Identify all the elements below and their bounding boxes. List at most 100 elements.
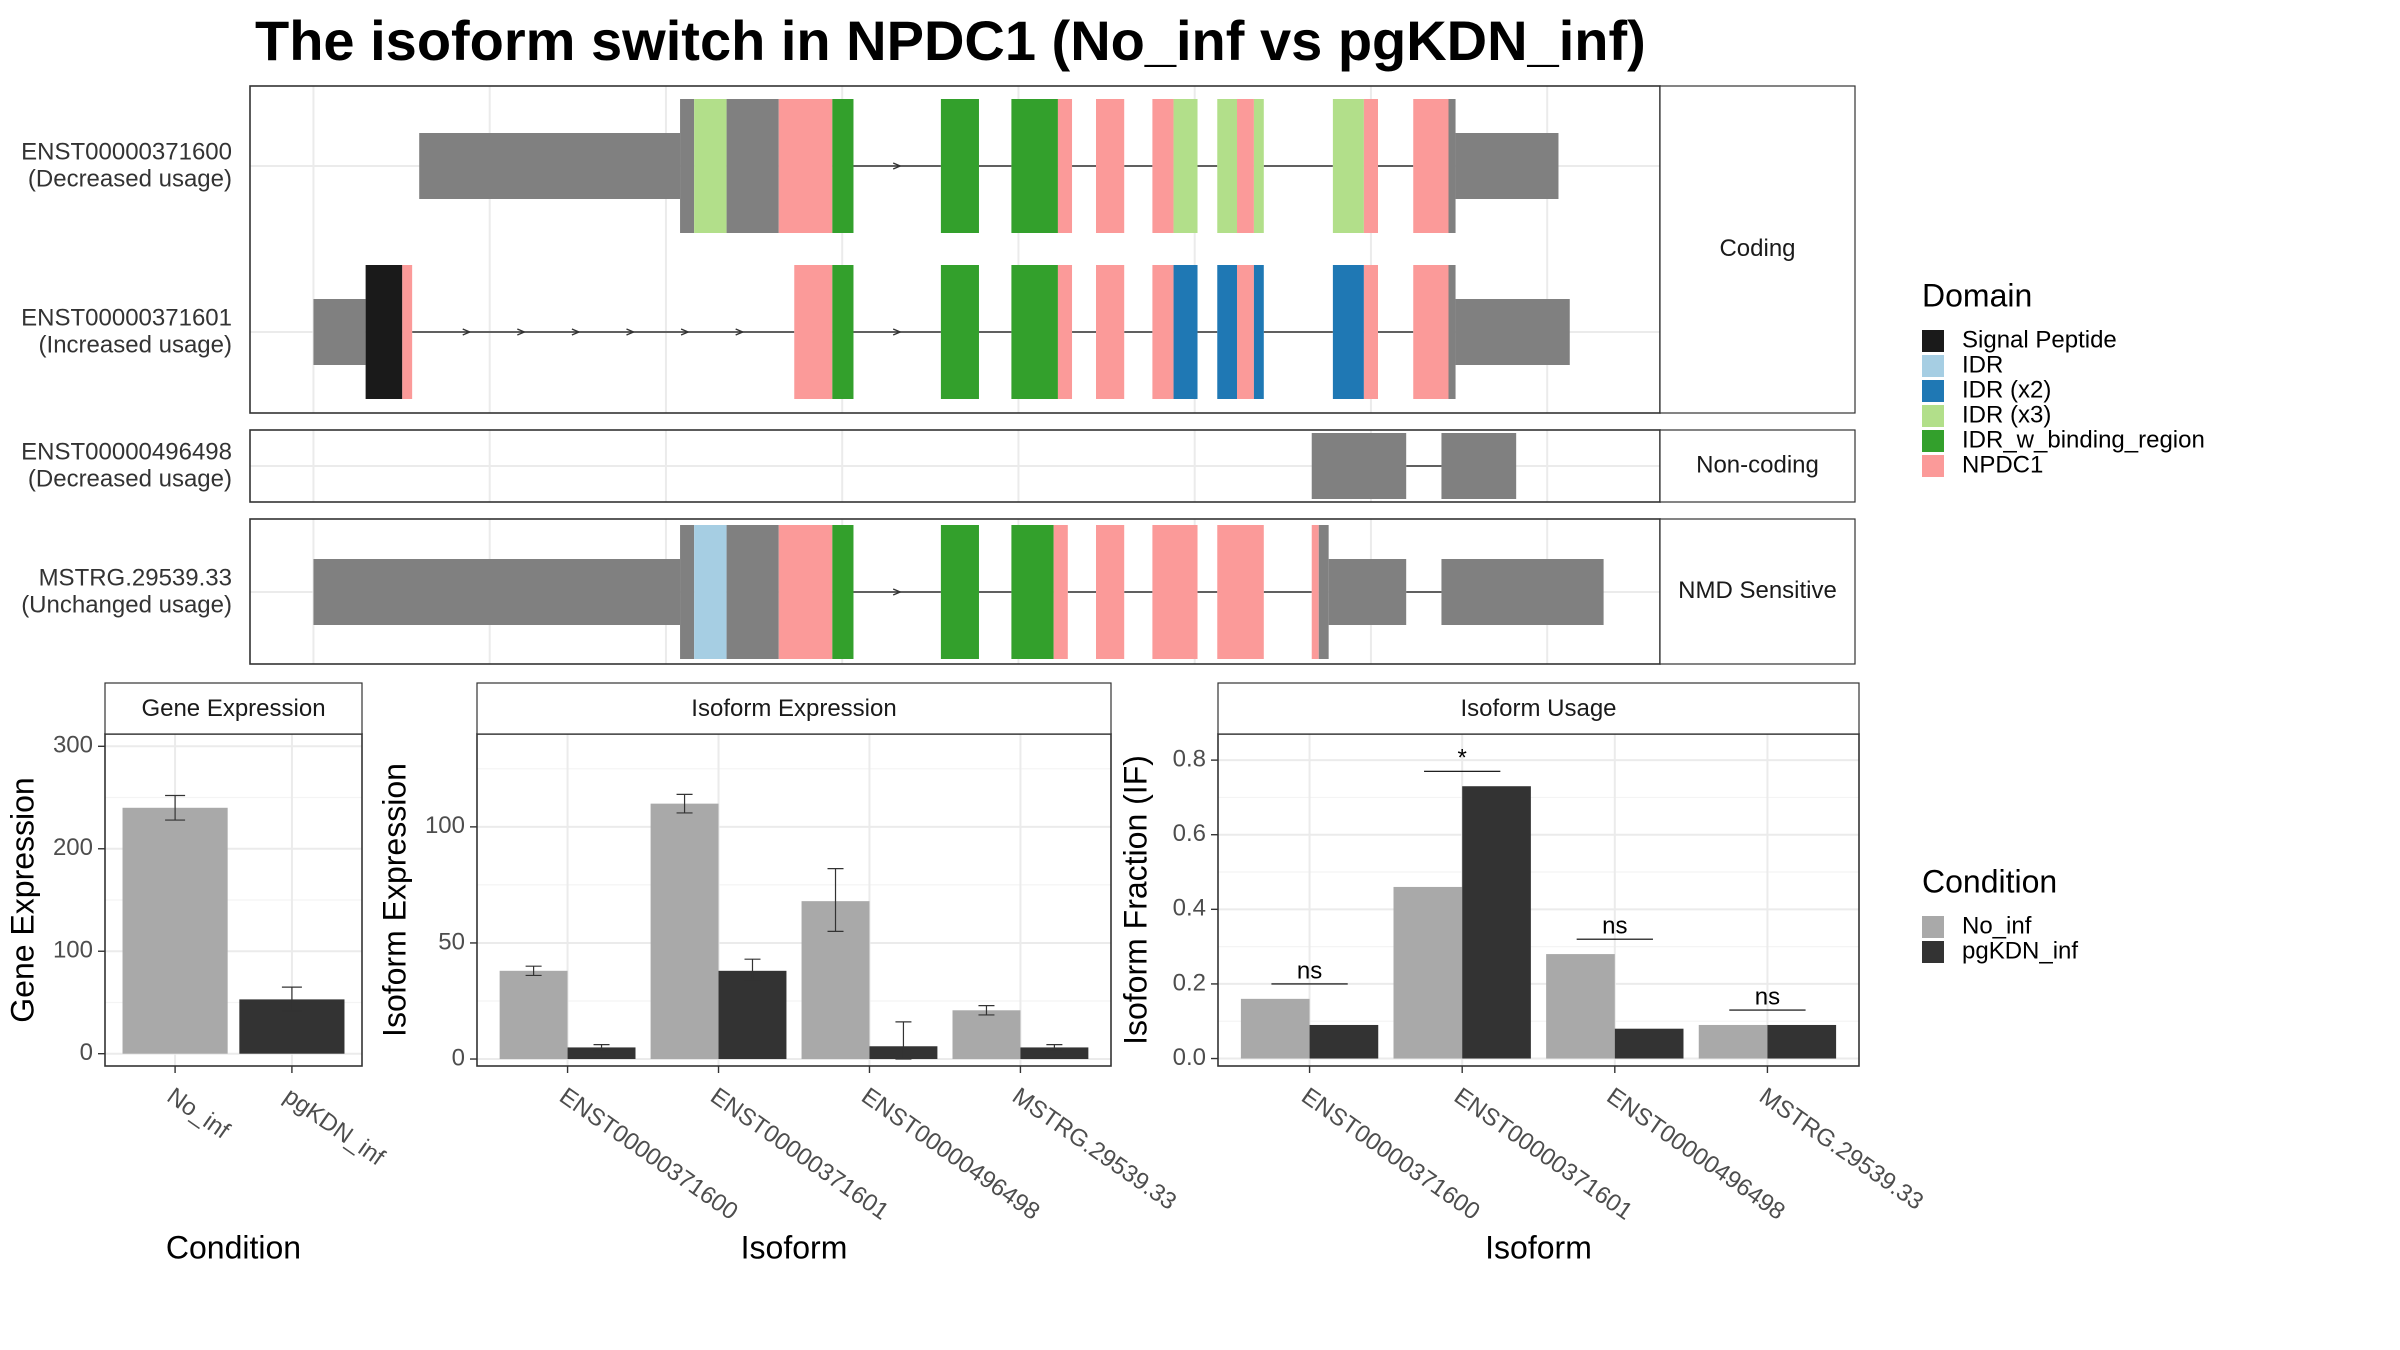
exon-utr bbox=[1455, 299, 1570, 365]
exon-idr_x2 bbox=[1217, 265, 1237, 399]
y-tick-label: 0 bbox=[80, 1039, 93, 1066]
exon-idr_w_binding_region bbox=[940, 525, 979, 659]
condition-legend-swatch bbox=[1922, 941, 1944, 963]
y-tick-label: 300 bbox=[53, 732, 93, 759]
exon-idr_w_binding_region bbox=[1011, 265, 1058, 399]
y-tick-label: 0.0 bbox=[1173, 1044, 1206, 1071]
condition-legend-title: Condition bbox=[1922, 863, 2057, 899]
bar-pgKDN_inf bbox=[1462, 786, 1531, 1059]
exon-idr_x3 bbox=[694, 99, 727, 233]
bar-No_inf bbox=[1698, 1024, 1768, 1059]
exon-utr bbox=[313, 559, 681, 625]
intron-arrow bbox=[892, 328, 902, 336]
structure-strip bbox=[1659, 518, 1856, 665]
exon-utr bbox=[1311, 433, 1407, 499]
exon-npdc1 bbox=[1237, 99, 1254, 233]
intron-arrow bbox=[462, 328, 472, 336]
domain-legend-label: IDR_w_binding_region bbox=[1962, 426, 2205, 453]
bar-pgKDN_inf bbox=[1614, 1028, 1684, 1059]
intron-arrow bbox=[571, 328, 581, 336]
domain-legend-swatch bbox=[1922, 430, 1944, 452]
bar-pgKDN_inf bbox=[1020, 1047, 1089, 1060]
domain-legend-title: Domain bbox=[1922, 277, 2032, 313]
x-axis-title: Isoform bbox=[1485, 1229, 1592, 1265]
exon-npdc1 bbox=[1152, 525, 1198, 659]
intron-arrow bbox=[626, 328, 636, 336]
exon-cds bbox=[680, 99, 695, 233]
exon-cds bbox=[1448, 265, 1456, 399]
chart-strip-title: Isoform Expression bbox=[691, 695, 896, 722]
y-tick-label: 0.2 bbox=[1173, 969, 1206, 996]
exon-idr_w_binding_region bbox=[1011, 525, 1054, 659]
exon-npdc1 bbox=[1152, 265, 1174, 399]
domain-legend-swatch bbox=[1922, 355, 1944, 377]
intron-arrow bbox=[892, 162, 902, 170]
bar-No_inf bbox=[122, 807, 228, 1054]
isoform-id-label: ENST00000496498 bbox=[21, 438, 232, 465]
significance-label: ns bbox=[1297, 957, 1322, 984]
significance-label: ns bbox=[1602, 913, 1627, 940]
chart-strip-title: Isoform Usage bbox=[1460, 695, 1616, 722]
isoform-usage-label: (Decreased usage) bbox=[28, 465, 232, 492]
significance-label: ns bbox=[1755, 983, 1780, 1010]
exon-cds bbox=[680, 525, 695, 659]
exon-npdc1 bbox=[1217, 525, 1264, 659]
isoform-id-label: ENST00000371600 bbox=[21, 138, 232, 165]
exon-utr bbox=[1455, 133, 1559, 199]
condition-legend-swatch bbox=[1922, 916, 1944, 938]
exon-signal_peptide bbox=[365, 265, 403, 399]
exon-idr_x3 bbox=[1217, 99, 1237, 233]
structure-strip-label: Non-coding bbox=[1696, 451, 1819, 478]
bar-No_inf bbox=[1393, 886, 1463, 1059]
exon-npdc1 bbox=[1057, 265, 1073, 399]
bar-pgKDN_inf bbox=[1309, 1024, 1379, 1059]
domain-legend-swatch bbox=[1922, 405, 1944, 427]
exon-cds bbox=[1448, 99, 1456, 233]
intron-arrow bbox=[735, 328, 745, 336]
domain-legend-label: IDR bbox=[1962, 351, 2003, 378]
exon-idr_x3 bbox=[1173, 99, 1198, 233]
chart-strip bbox=[1217, 682, 1860, 735]
isoform-usage-label: (Unchanged usage) bbox=[21, 591, 232, 618]
domain-legend-label: IDR (x3) bbox=[1962, 401, 2051, 428]
chart-strip-title: Gene Expression bbox=[141, 695, 325, 722]
exon-npdc1 bbox=[1311, 525, 1319, 659]
exon-cds bbox=[726, 525, 779, 659]
intron-arrow bbox=[517, 328, 527, 336]
x-axis-title: Condition bbox=[166, 1229, 301, 1265]
structure-strip bbox=[1659, 85, 1856, 414]
exon-utr bbox=[419, 133, 681, 199]
y-tick-label: 50 bbox=[438, 928, 465, 955]
x-axis-title: Isoform bbox=[741, 1229, 848, 1265]
exon-npdc1 bbox=[402, 265, 413, 399]
chart-strip bbox=[104, 682, 363, 735]
domain-legend-swatch bbox=[1922, 380, 1944, 402]
exon-cds bbox=[726, 99, 779, 233]
y-tick-label: 0 bbox=[452, 1044, 465, 1071]
y-tick-label: 0.6 bbox=[1173, 820, 1206, 847]
bar-No_inf bbox=[1546, 954, 1615, 1059]
chart-strip bbox=[476, 682, 1112, 735]
y-axis-title: Isoform Fraction (IF) bbox=[1117, 755, 1153, 1045]
isoform-id-label: ENST00000371601 bbox=[21, 304, 232, 331]
exon-npdc1 bbox=[1096, 265, 1125, 399]
exon-npdc1 bbox=[1152, 99, 1174, 233]
bar-No_inf bbox=[499, 970, 568, 1060]
bar-No_inf bbox=[650, 803, 719, 1060]
y-tick-label: 100 bbox=[53, 937, 93, 964]
isoform-id-label: MSTRG.29539.33 bbox=[39, 564, 232, 591]
exon-npdc1 bbox=[778, 525, 833, 659]
exon-npdc1 bbox=[1057, 99, 1073, 233]
structure-strip-label: Coding bbox=[1719, 235, 1795, 262]
condition-legend-label: pgKDN_inf bbox=[1962, 937, 2078, 964]
exon-idr_x2 bbox=[1253, 265, 1264, 399]
intron-arrow bbox=[680, 328, 690, 336]
x-tick-label: No_inf bbox=[162, 1083, 235, 1145]
exon-npdc1 bbox=[1413, 99, 1449, 233]
structure-strip bbox=[1659, 429, 1856, 503]
exon-cds bbox=[1318, 525, 1329, 659]
exon-idr_w_binding_region bbox=[940, 265, 979, 399]
exon-idr_x3 bbox=[1332, 99, 1364, 233]
isoform-usage-label: (Increased usage) bbox=[39, 331, 232, 358]
